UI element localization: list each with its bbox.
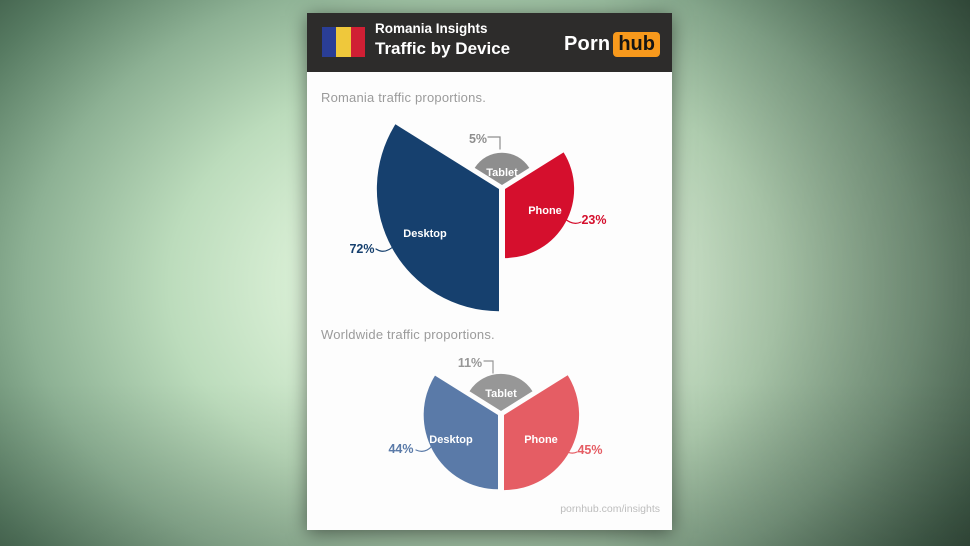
phone-slice — [504, 375, 580, 491]
flag-stripe-red — [350, 27, 365, 57]
romania-section-label: Romania traffic proportions. — [321, 90, 487, 105]
phone-callout-line — [563, 449, 578, 454]
insights-title: Romania Insights — [375, 21, 488, 36]
tablet-slice — [469, 373, 533, 411]
page-title: Traffic by Device — [375, 38, 511, 58]
tablet-slice-label: Tablet — [485, 388, 517, 400]
logo-text-porn: Porn — [563, 33, 611, 55]
desktop-slice — [423, 375, 498, 490]
phone-slice-label: Phone — [528, 205, 562, 217]
worldwide-section-label: Worldwide traffic proportions. — [321, 327, 495, 342]
desktop-slice-label: Desktop — [403, 228, 447, 240]
tablet-callout-line — [483, 360, 494, 374]
worldwide-device-chart: 44% 45% 11% Desktop Phone Tablet — [388, 356, 603, 491]
desktop-slice-label: Desktop — [429, 434, 473, 446]
phone-callout-line — [563, 217, 582, 224]
phone-slice — [505, 152, 575, 259]
phone-slice-label: Phone — [524, 434, 558, 446]
desktop-percent-label: 44% — [388, 442, 413, 456]
romania-flag-icon — [322, 27, 365, 57]
phone-percent-label: 23% — [581, 213, 606, 227]
romania-device-chart: 72% 23% 5% Desktop Phone Tablet — [349, 124, 607, 312]
desktop-callout-line — [375, 244, 396, 252]
desktop-callout-line — [415, 445, 433, 452]
header-titles: Romania Insights Traffic by Device — [375, 21, 510, 59]
tablet-callout-line — [487, 136, 501, 150]
desktop-slice — [376, 124, 499, 312]
desktop-percent-label: 72% — [349, 242, 374, 256]
tablet-percent-label: 5% — [469, 132, 487, 146]
tablet-percent-label: 11% — [458, 356, 482, 370]
flag-stripe-yellow — [336, 27, 351, 57]
logo-text-hub: hub — [613, 32, 660, 57]
card-header: Romania Insights Traffic by Device Porn … — [307, 13, 672, 72]
infographic-card: Romania Insights Traffic by Device Porn … — [307, 13, 672, 530]
footer-url: pornhub.com/insights — [560, 503, 660, 515]
flag-stripe-blue — [322, 27, 337, 57]
phone-percent-label: 45% — [577, 443, 602, 457]
tablet-slice — [474, 152, 530, 185]
pornhub-logo: Porn hub — [564, 32, 660, 57]
tablet-slice-label: Tablet — [486, 167, 518, 179]
